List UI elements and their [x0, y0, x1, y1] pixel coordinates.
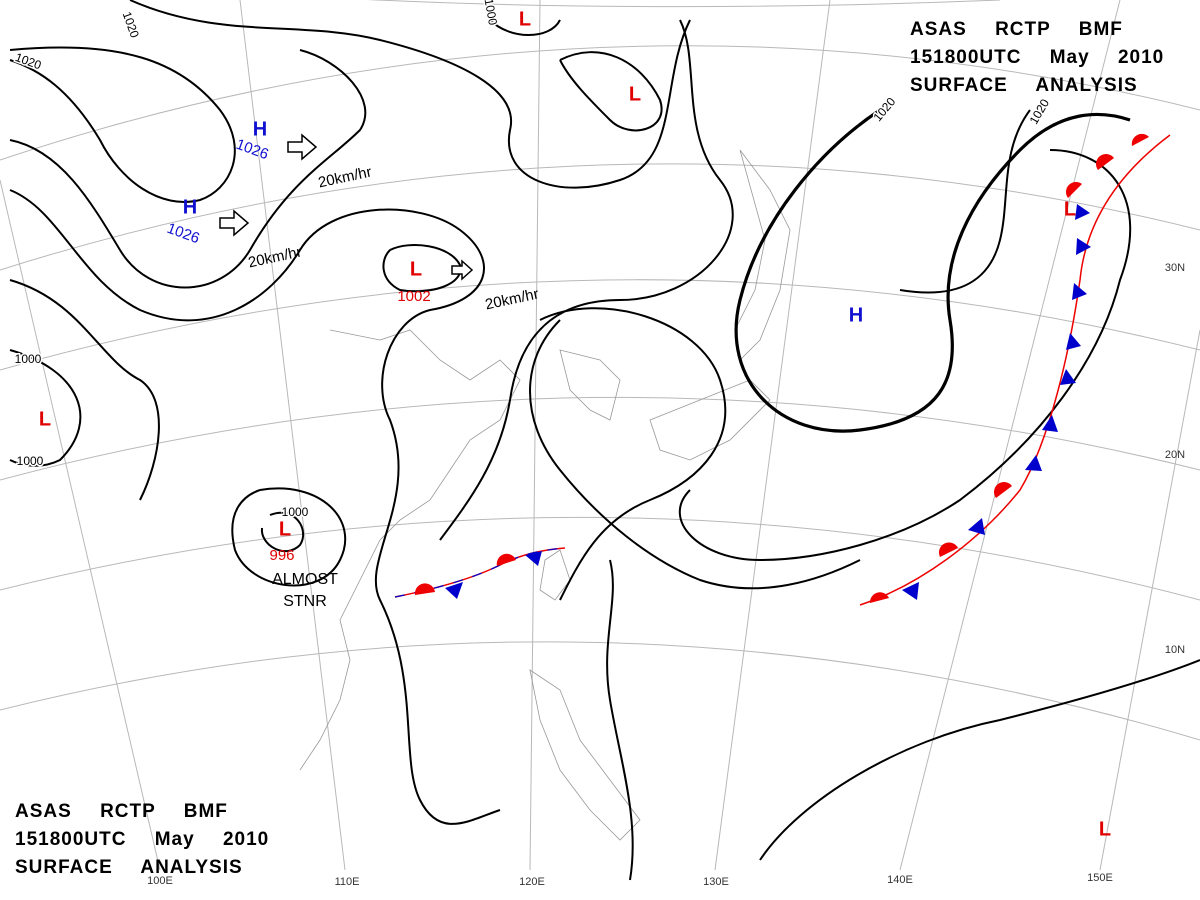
pressure-center-symbol: L: [519, 8, 531, 30]
title-line: SURFACE ANALYSIS: [910, 75, 1138, 96]
coastline: [559, 349, 621, 421]
longitude-label: 120E: [519, 876, 545, 888]
isobars: [9, 0, 1200, 881]
isobar: [9, 49, 367, 289]
latitude-line: [367, 0, 1001, 8]
isobar: [759, 659, 1200, 861]
motion-arrows: [219, 133, 474, 281]
isobar: [734, 108, 1131, 433]
latitude-line: [0, 279, 1200, 371]
latitude-line: [0, 163, 1200, 271]
latitude-line: [0, 641, 1200, 741]
latitude-label: 10N: [1165, 644, 1185, 656]
pressure-center-symbol: H: [183, 196, 197, 218]
pressure-center-symbol: L: [1064, 198, 1076, 220]
isobar: [382, 244, 462, 293]
labels: ASAS RCTP BMF 151800UTC May 2010 SURFACE A…: [12, 0, 1185, 888]
annotation: ALMOST: [272, 571, 338, 588]
motion-arrow: [219, 209, 250, 237]
isobar: [9, 279, 160, 501]
isobar-label: 1000: [15, 352, 42, 366]
motion-arrow: [451, 259, 474, 281]
pressure-center-symbol: L: [410, 258, 422, 280]
stationary-front: [859, 134, 1171, 606]
coastline: [649, 379, 771, 461]
isobar: [899, 109, 1031, 294]
title-line: 151800UTC May 2010: [15, 829, 269, 850]
isobar: [606, 559, 634, 881]
latitude-label: 20N: [1165, 449, 1185, 461]
pressure-center-value: 1002: [397, 288, 430, 305]
fronts: [394, 133, 1171, 606]
longitude-line: [714, 0, 831, 871]
isobar: [489, 19, 561, 36]
coastline: [299, 329, 521, 771]
isobar-label: 1000: [482, 0, 500, 27]
isobar: [529, 319, 861, 590]
isobar: [9, 46, 236, 203]
title-line: SURFACE ANALYSIS: [15, 857, 243, 878]
longitude-line: [1099, 329, 1200, 871]
pressure-center-symbol: L: [279, 518, 291, 540]
isobar-label: 1000: [282, 505, 309, 519]
isobar: [231, 487, 347, 587]
isobar: [9, 349, 82, 467]
longitude-label: 110E: [335, 876, 360, 888]
isobar: [129, 0, 691, 189]
isobar: [439, 19, 734, 541]
isobar: [260, 511, 305, 553]
pressure-center-symbol: L: [1099, 818, 1111, 840]
latitude-line: [0, 516, 1200, 601]
graticule: [0, 0, 1200, 871]
isobar: [678, 149, 1132, 562]
longitude-label: 130E: [703, 876, 729, 888]
longitude-label: 150E: [1087, 872, 1113, 884]
isobar: [559, 51, 663, 132]
isobar: [9, 189, 501, 825]
coastline: [529, 669, 641, 841]
longitude-line: [899, 0, 1121, 871]
title-line: 151800UTC May 2010: [910, 47, 1164, 68]
title-line: ASAS RCTP BMF: [910, 19, 1123, 40]
annotation: STNR: [283, 593, 327, 610]
longitude-line: [0, 179, 161, 871]
pressure-center-symbol: L: [39, 408, 51, 430]
longitude-label: 140E: [887, 874, 913, 886]
coastlines: [299, 149, 791, 841]
isobar: [539, 307, 727, 601]
latitude-line: [0, 396, 1200, 481]
pressure-center-value: 996: [269, 547, 294, 564]
warm-front-symbol: [414, 553, 516, 595]
latitude-line: [0, 45, 1200, 161]
pressure-center-symbol: H: [253, 118, 267, 140]
pressure-center-symbol: H: [849, 304, 863, 326]
title-line: ASAS RCTP BMF: [15, 801, 228, 822]
motion-arrow: [287, 133, 318, 161]
isobar-label: 1000: [17, 454, 44, 468]
coastline: [539, 549, 571, 601]
longitude-line: [529, 0, 541, 871]
longitude-label: 100E: [147, 875, 173, 887]
pressure-center-symbol: L: [629, 83, 641, 105]
latitude-label: 30N: [1165, 262, 1185, 274]
cold-front-symbol: [445, 551, 542, 599]
